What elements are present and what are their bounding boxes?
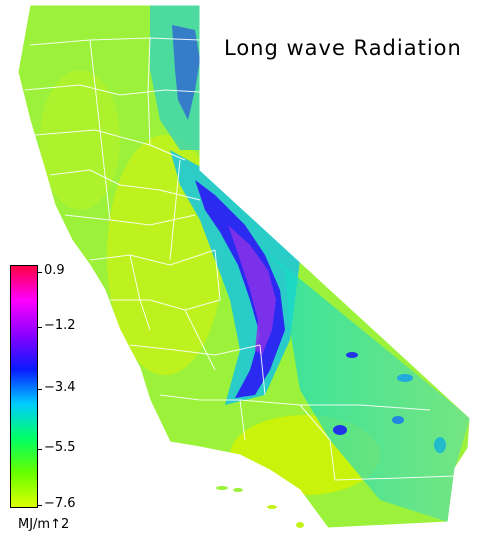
map-title: Long wave Radiation: [224, 36, 462, 60]
mojave-spot-5: [434, 437, 446, 453]
island-4: [296, 522, 304, 528]
island-2: [233, 488, 243, 492]
high-sierra-purple: [228, 225, 276, 355]
tick-mark-4: [38, 449, 42, 450]
state-outline: [17, 4, 471, 529]
mojave-spot-4: [392, 416, 404, 424]
county-boundaries: [24, 37, 456, 481]
island-3: [267, 505, 277, 509]
legend-tick-label: −7.6: [44, 496, 76, 511]
mojave-spot-3: [333, 425, 347, 435]
owens-desert-region: [240, 230, 470, 522]
north-blue-spots: [172, 25, 200, 120]
legend-tick-label: 0.9: [44, 263, 65, 278]
color-scale-bar: [10, 265, 38, 508]
legend-tick-label: −3.4: [44, 380, 76, 395]
tick-mark-5: [38, 505, 42, 506]
mojave-spot-1: [346, 352, 358, 358]
legend-units: MJ/m↑2: [18, 517, 70, 532]
legend-tick-label: −5.5: [44, 440, 76, 455]
legend-tick-label: −1.2: [44, 318, 76, 333]
coastal-range-region: [40, 70, 120, 210]
tick-mark-1: [38, 272, 42, 273]
tick-mark-3: [38, 389, 42, 390]
mojave-spot-2: [397, 374, 413, 382]
island-1: [216, 486, 228, 490]
tick-mark-2: [38, 327, 42, 328]
